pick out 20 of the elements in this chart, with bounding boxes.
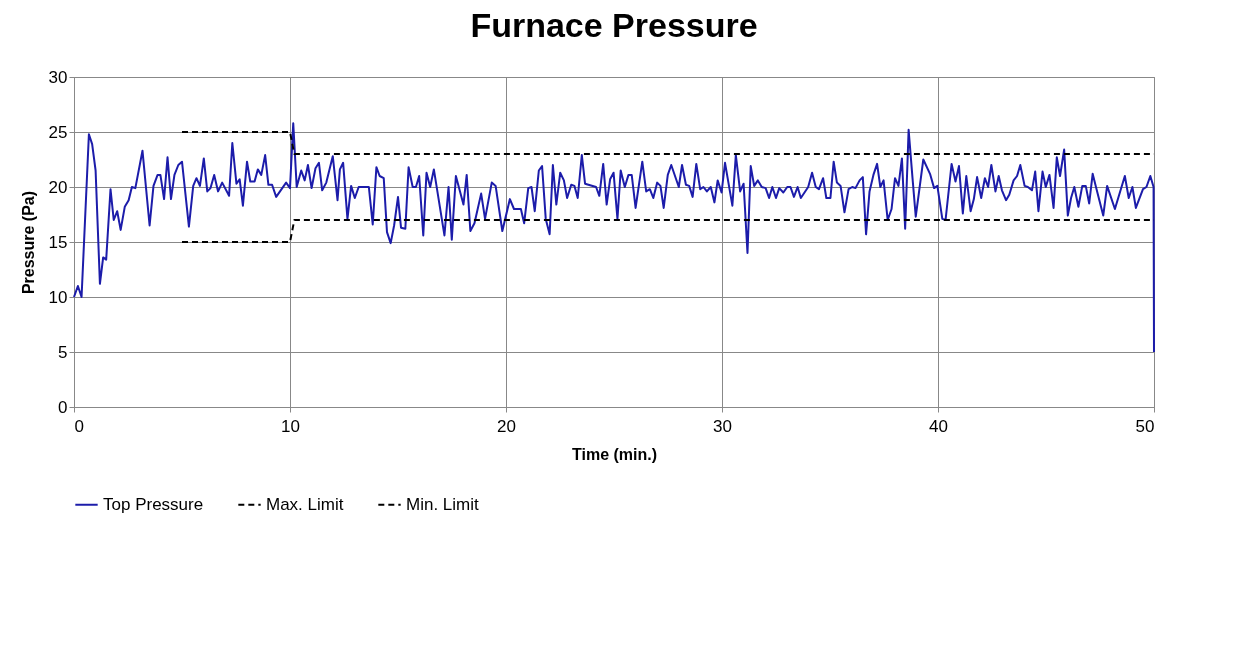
y-tick-label: 30 <box>48 67 68 87</box>
legend-label: Min. Limit <box>406 494 480 514</box>
y-tick-label: 10 <box>48 287 68 307</box>
y-tick-label: 25 <box>48 122 68 142</box>
line-series <box>73 122 1155 353</box>
x-tick-label: 10 <box>281 416 300 436</box>
x-tick-label: 0 <box>74 416 84 436</box>
x-tick-label: 30 <box>713 416 732 436</box>
legend-label: Top Pressure <box>103 494 204 514</box>
legend-label: Max. Limit <box>266 494 344 514</box>
y-tick-label: 20 <box>48 177 68 197</box>
x-axis-title: Time (min.) <box>571 445 658 463</box>
y-tick-label: 15 <box>48 232 68 252</box>
chart-title: Furnace Pressure <box>470 6 758 44</box>
y-axis-title: Pressure (Pa) <box>19 190 37 295</box>
y-tick-label: 0 <box>58 397 68 417</box>
x-tick-label: 50 <box>1135 416 1155 436</box>
x-tick-label: 20 <box>497 416 516 436</box>
y-tick-label: 5 <box>58 342 68 362</box>
x-tick-label: 40 <box>929 416 948 436</box>
